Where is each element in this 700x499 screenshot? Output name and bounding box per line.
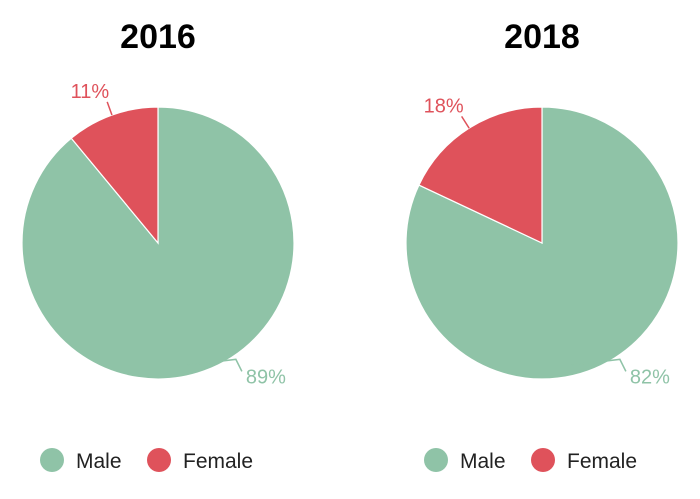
legend-label-female: Female — [567, 450, 637, 473]
legend-label-male: Male — [76, 450, 122, 473]
slice-value-label-female: 11% — [71, 81, 110, 103]
legend-label-female: Female — [183, 450, 253, 473]
slice-value-label-male: 89% — [246, 366, 286, 388]
legend-label-male: Male — [460, 450, 506, 473]
slice-value-label-male: 82% — [630, 366, 670, 388]
pie-chart-2018: 2018 82% 18% Male Female — [405, 18, 679, 473]
pie-slice-female — [418, 106, 543, 244]
pie-slice-male — [405, 106, 679, 380]
legend: Male Female — [424, 448, 637, 473]
legend-swatch-male — [424, 448, 448, 472]
chart-title-2016: 2016 — [120, 18, 196, 56]
legend-swatch-male — [40, 448, 64, 472]
chart-title-2018: 2018 — [504, 18, 580, 56]
label-leader-male — [571, 358, 627, 374]
slice-value-label-female: 18% — [424, 95, 464, 117]
label-leader-female — [106, 101, 113, 116]
pie-chart-2016: 2016 89% 11% Male Female — [21, 18, 295, 473]
legend-swatch-female — [147, 448, 171, 472]
label-leader-female — [460, 115, 470, 129]
legend-swatch-female — [531, 448, 555, 472]
legend: Male Female — [40, 448, 253, 473]
label-leader-male — [187, 358, 243, 374]
